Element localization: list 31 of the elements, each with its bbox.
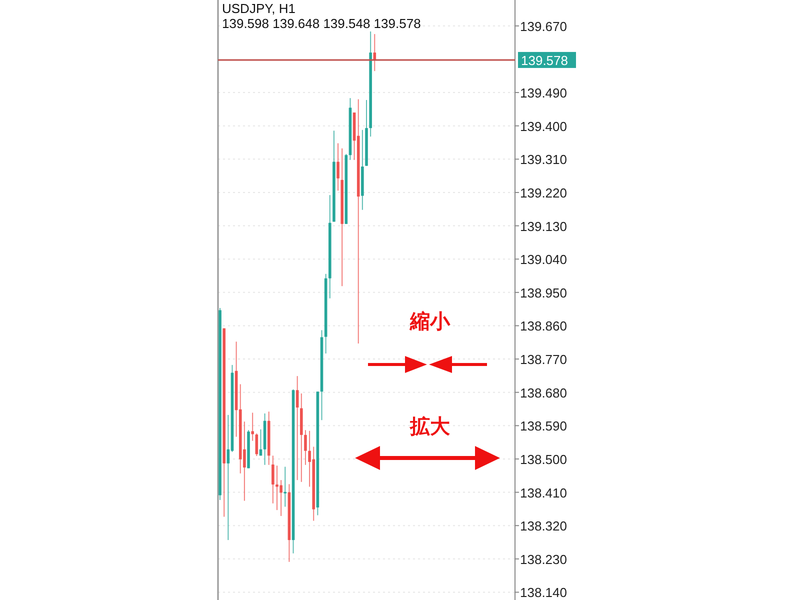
y-tick-label: 139.490 xyxy=(520,86,567,101)
ref-line-label: 139.578 xyxy=(521,52,568,68)
annotation: 縮小 xyxy=(409,310,451,333)
y-tick-label: 139.310 xyxy=(520,152,567,168)
candlestick xyxy=(276,465,278,511)
annotation: 拡大 xyxy=(409,415,451,438)
candlestick xyxy=(280,480,282,516)
candlestick xyxy=(304,430,307,466)
candlestick xyxy=(336,142,340,192)
candlestick xyxy=(272,455,274,504)
candlestick xyxy=(251,412,254,442)
y-tick-label: 139.130 xyxy=(520,218,567,234)
candlestick xyxy=(284,466,287,508)
y-tick-label: 139.220 xyxy=(520,185,567,200)
y-tick-label: 138.500 xyxy=(520,452,567,467)
chart-title: USDJPY, H1 xyxy=(222,1,296,16)
y-tick-label: 138.950 xyxy=(520,285,567,300)
y-tick-label: 138.770 xyxy=(520,352,567,368)
y-tick-label: 139.670 xyxy=(520,18,567,34)
y-tick-label: 138.140 xyxy=(520,585,567,600)
y-tick-label: 138.860 xyxy=(520,318,567,334)
text: 139.598 139.648 139.548 139.578 xyxy=(222,16,421,31)
candlestick xyxy=(296,376,299,481)
y-tick-label: 138.680 xyxy=(520,385,567,400)
y-tick-label: 138.230 xyxy=(520,552,567,567)
y-tick-label: 138.590 xyxy=(520,418,567,434)
y-tick-label: 139.400 xyxy=(520,118,567,134)
y-tick-label: 138.320 xyxy=(520,518,567,534)
y-tick-label: 138.410 xyxy=(520,485,567,500)
candlestick xyxy=(373,34,376,72)
y-tick-label: 139.040 xyxy=(520,252,567,268)
